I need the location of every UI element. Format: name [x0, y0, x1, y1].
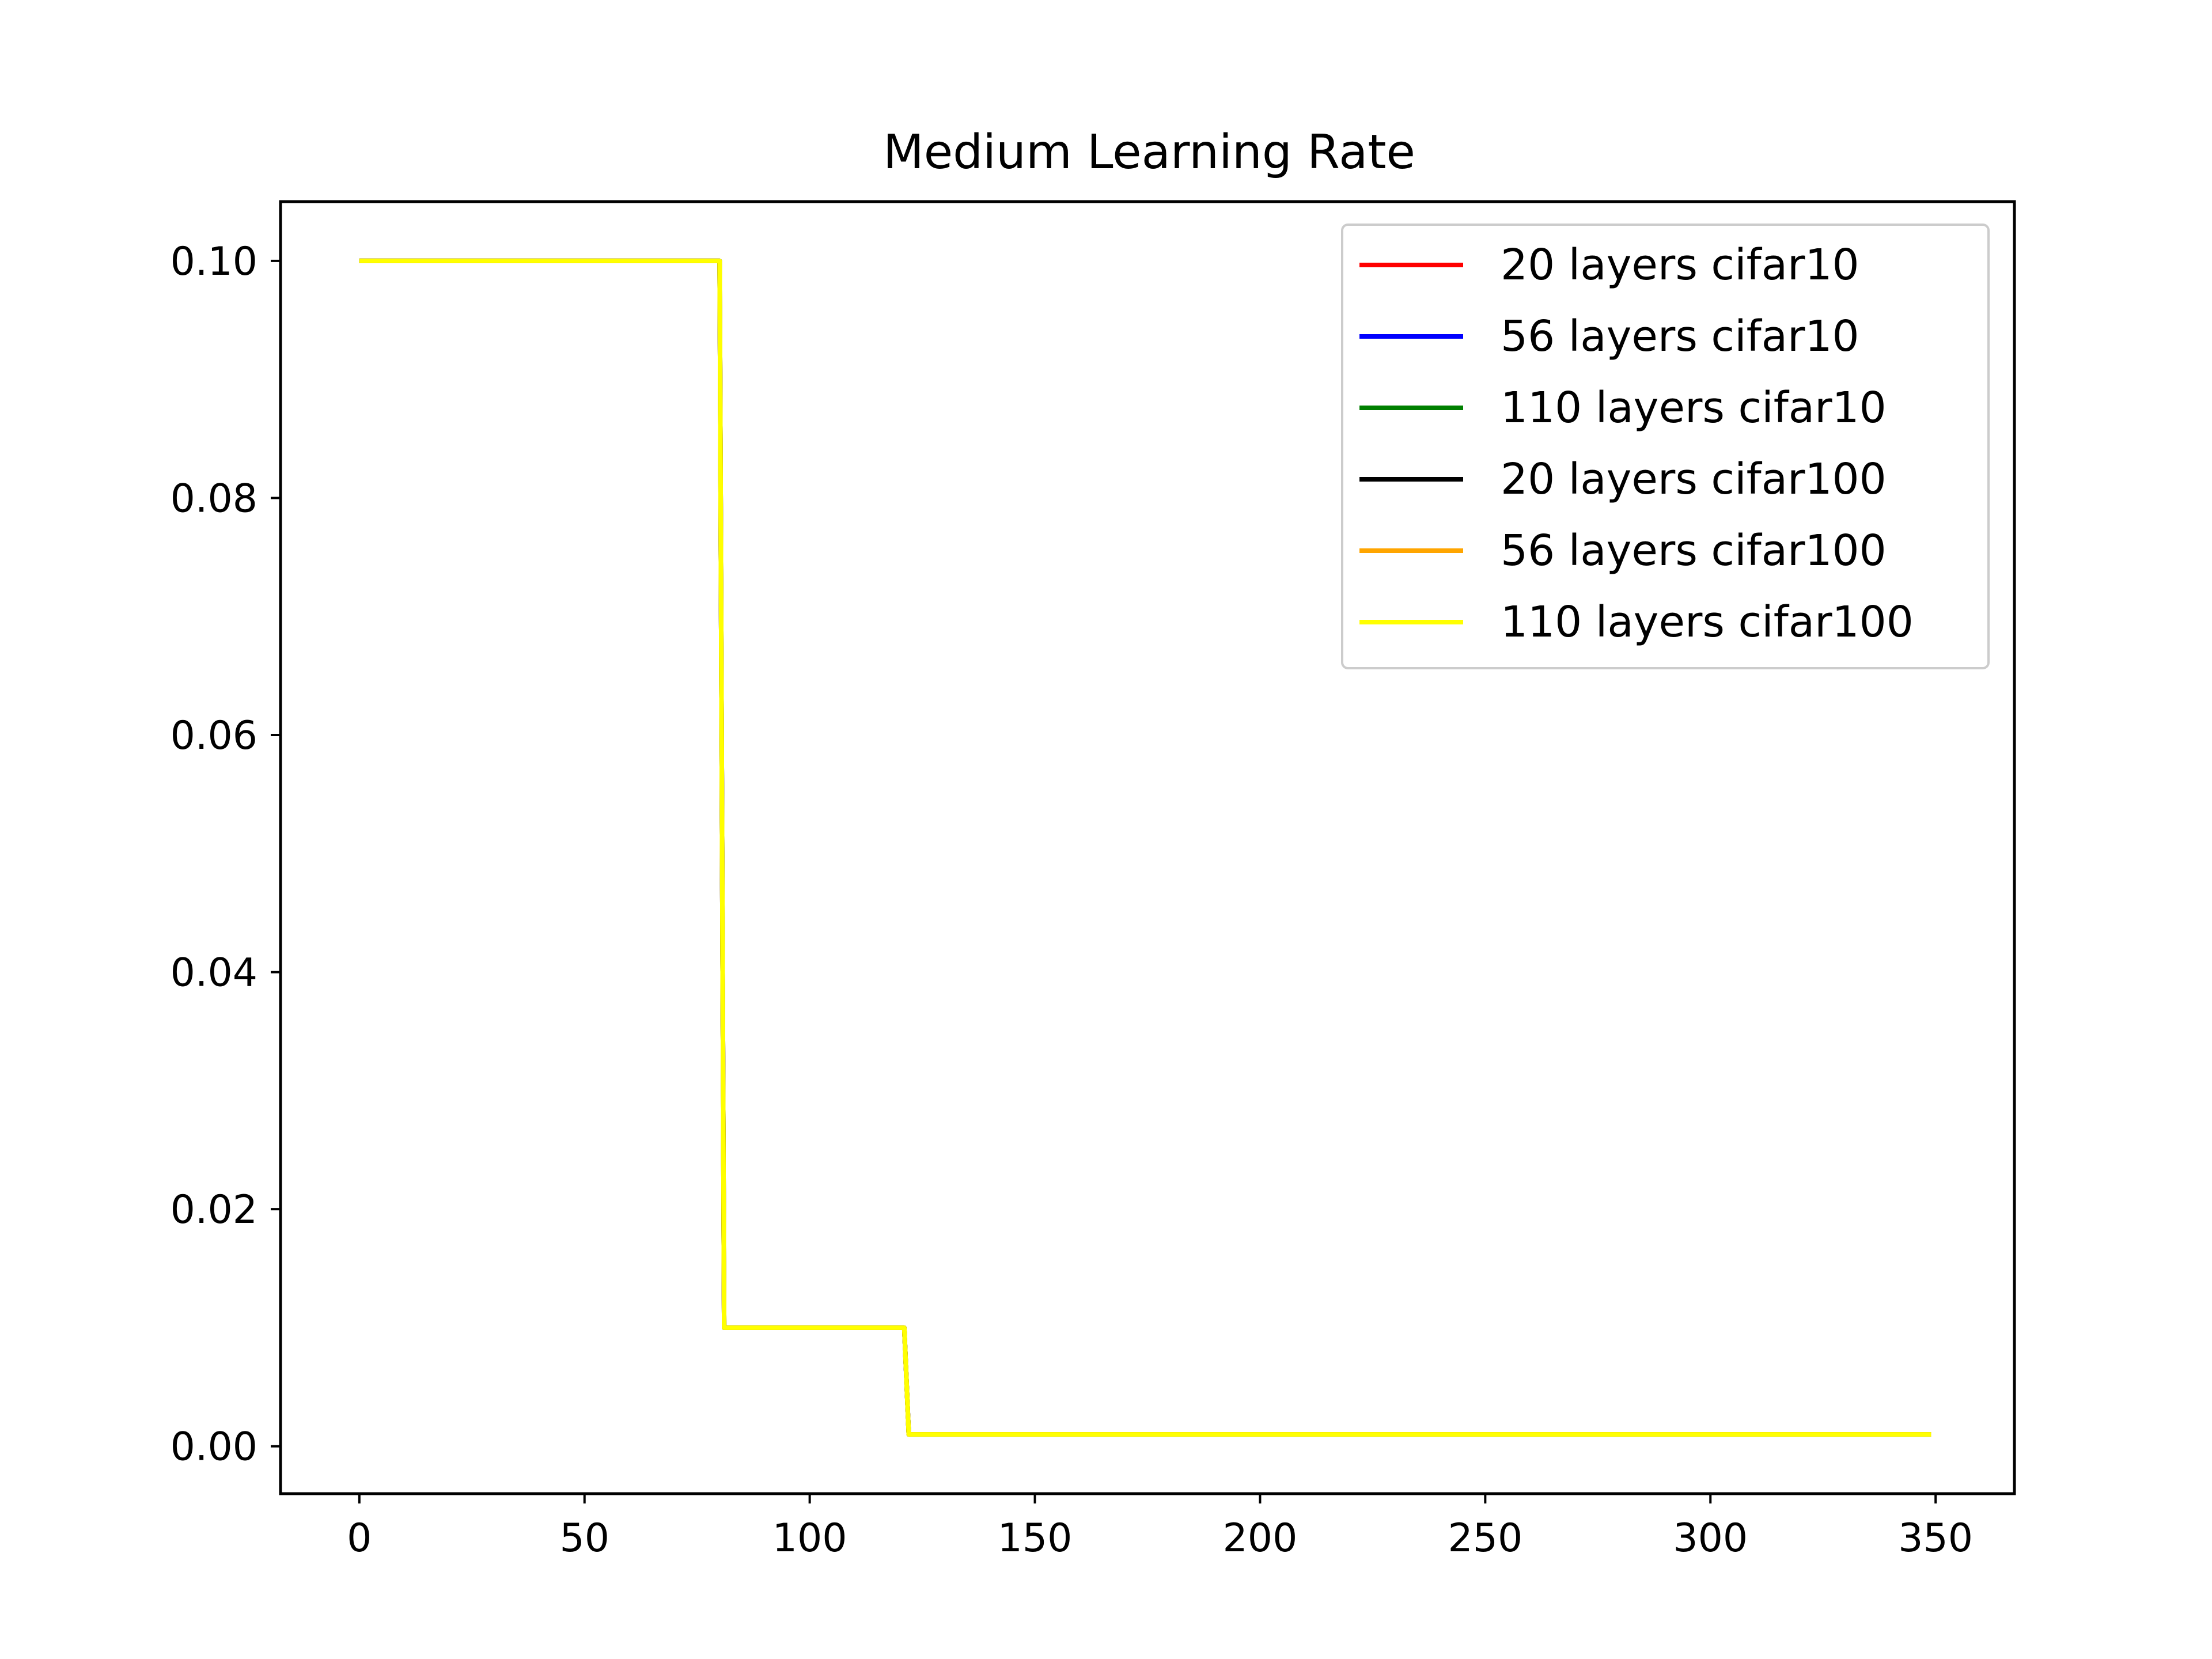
x-tick-label: 0 [347, 1516, 372, 1561]
x-tick-label: 200 [1223, 1516, 1298, 1561]
plot-frame [279, 200, 2016, 1495]
y-tick-label: 0.02 [171, 1187, 257, 1233]
y-tick-label: 0.04 [171, 950, 257, 996]
x-tick-label: 150 [998, 1516, 1073, 1561]
x-tick-label: 100 [772, 1516, 847, 1561]
x-tick-label: 50 [559, 1516, 609, 1561]
legend-label-3: 20 layers cifar100 [1501, 454, 1887, 504]
legend: 20 layers cifar10 56 layers cifar10 110 la… [1341, 224, 1990, 669]
legend-label-4: 56 layers cifar100 [1501, 526, 1887, 575]
y-tick-label: 0.06 [171, 713, 257, 759]
x-tick-label: 250 [1448, 1516, 1522, 1561]
series-layer [359, 258, 1931, 1437]
y-tick-label: 0.10 [171, 239, 257, 285]
series-line-5 [359, 258, 1931, 1437]
legend-label-2: 110 layers cifar10 [1501, 383, 1887, 433]
x-tick-label: 350 [1898, 1516, 1973, 1561]
x-tick-label: 300 [1673, 1516, 1748, 1561]
chart-title: Medium Learning Rate [883, 125, 1415, 180]
legend-label-1: 56 layers cifar10 [1501, 312, 1859, 361]
x-axis: 0 50 100 150 200 250 300 350 [347, 1494, 1973, 1561]
legend-label-0: 20 layers cifar10 [1501, 240, 1859, 290]
y-axis: 0.00 0.02 0.04 0.06 0.08 0.10 [171, 239, 281, 1470]
y-tick-label: 0.00 [171, 1425, 257, 1470]
y-tick-label: 0.08 [171, 476, 257, 521]
legend-label-5: 110 layers cifar100 [1501, 597, 1914, 647]
legend-box [1341, 224, 1990, 669]
